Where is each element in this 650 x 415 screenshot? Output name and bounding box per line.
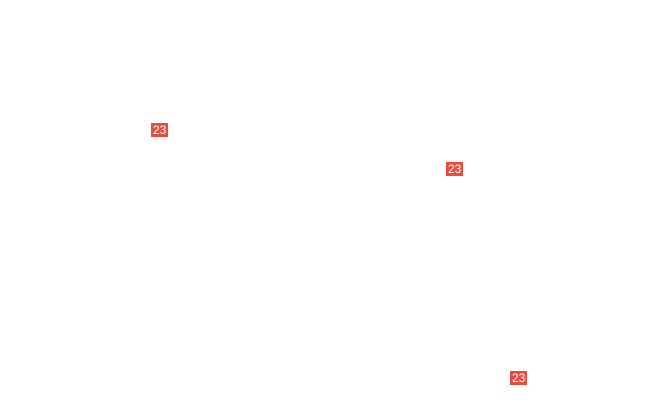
element-mark-badge[interactable]: 23: [151, 123, 169, 137]
element-mark-badge[interactable]: 23: [446, 162, 464, 176]
element-mark-badge[interactable]: 23: [510, 371, 528, 385]
